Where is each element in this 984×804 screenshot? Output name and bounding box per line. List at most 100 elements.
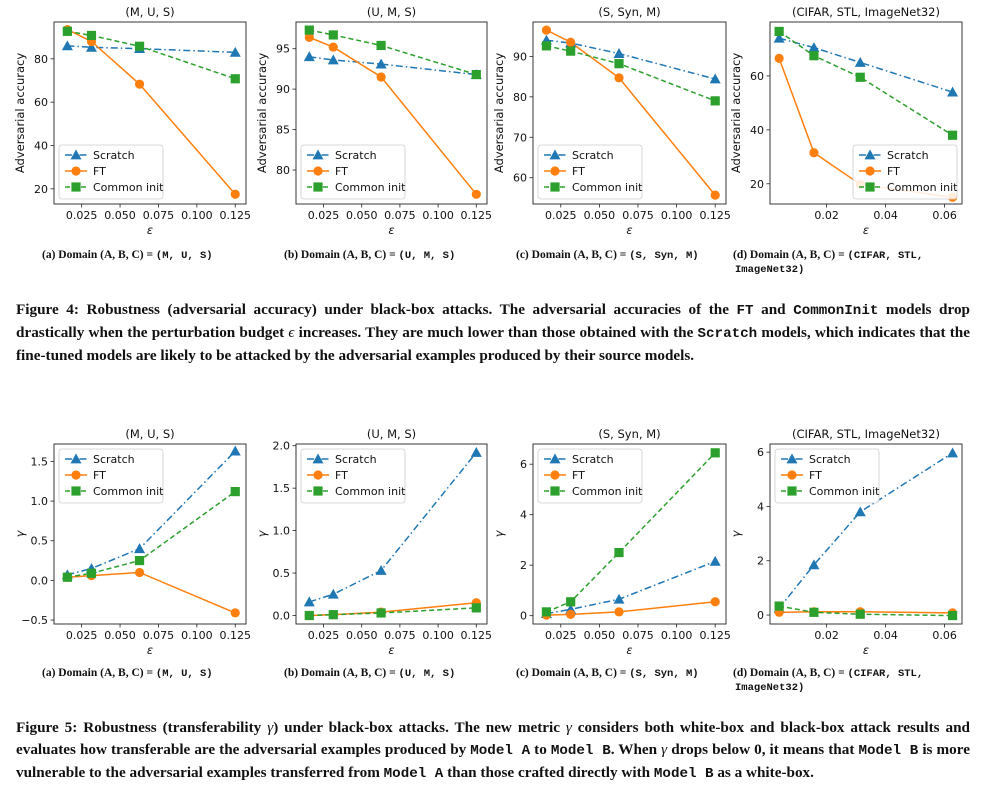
y-tick-label: 1.0 [31, 495, 49, 508]
legend: Scratch FT Common init [774, 448, 880, 504]
caption-code: Model A [470, 743, 531, 759]
y-axis-label: γ [492, 529, 506, 537]
series-line-scratch [546, 560, 716, 615]
plot-frame [769, 443, 963, 625]
data-point-common-init [855, 609, 865, 619]
x-axis-label: ε [626, 223, 632, 237]
plot-frame [295, 21, 488, 205]
data-point-scratch [947, 86, 959, 97]
x-tick-label: 0.100 [181, 629, 213, 642]
y-tick-label: 40 [34, 140, 48, 153]
x-tick-label: 0.075 [622, 209, 654, 222]
legend-marker [550, 166, 560, 176]
legend-label: Scratch [809, 453, 851, 466]
data-point-ft [328, 42, 338, 52]
caption-text: Figure 4: Robustness (adversarial accura… [16, 301, 737, 318]
y-axis-label: Adversarial accuracy [492, 53, 506, 174]
y-tick-label: 4 [757, 500, 764, 513]
x-axis-label: ε [147, 223, 153, 237]
data-point-common-init [376, 40, 386, 51]
data-point-ft [471, 189, 481, 199]
subcaption-code: (U, M, S) [398, 250, 456, 262]
subcaption-code: (S, Syn, M) [629, 668, 699, 680]
data-point-scratch [854, 506, 866, 517]
legend-marker [71, 166, 81, 176]
legend-marker [70, 149, 82, 160]
data-point-common-init [541, 607, 552, 617]
plot-frame [53, 21, 247, 205]
x-tick-label: 0.125 [219, 629, 251, 642]
series-layer [778, 452, 953, 617]
legend-label: Scratch [572, 453, 614, 466]
y-tick-label: 80 [513, 91, 527, 104]
markers-layer [540, 448, 721, 620]
data-point-common-init [855, 72, 865, 82]
data-point-scratch [773, 32, 785, 43]
legend-marker [70, 453, 82, 464]
series-layer [67, 28, 236, 195]
data-point-common-init [710, 448, 720, 458]
plot-frame [532, 443, 727, 625]
data-point-scratch [229, 46, 241, 57]
x-tick-label: 0.125 [699, 629, 731, 642]
data-point-ft [566, 609, 576, 620]
data-point-common-init [710, 96, 720, 106]
y-tick-label: 80 [276, 164, 290, 177]
x-tick-label: 0.100 [661, 209, 693, 222]
data-point-common-init [134, 41, 145, 51]
y-axis-label: γ [13, 529, 27, 537]
caption-code: CommonInit [793, 303, 879, 319]
y-tick-label: 90 [513, 50, 527, 63]
chart-7: (S, Syn, M) 0.025 0.050 0.075 0.100 0.125 0 2 4 6… [492, 427, 731, 657]
data-point-scratch [61, 40, 73, 51]
legend-label: FT [335, 469, 348, 482]
data-point-ft [614, 607, 624, 617]
x-axis-label: ε [863, 223, 869, 237]
legend-marker [864, 149, 876, 160]
x-tick-label: 0.125 [699, 209, 731, 222]
data-point-scratch [327, 588, 339, 599]
legend-label: Scratch [887, 149, 929, 162]
data-point-common-init [86, 568, 97, 578]
data-point-scratch [229, 445, 241, 456]
x-tick-label: 0.025 [545, 629, 577, 642]
legend-label: Common init [572, 181, 643, 194]
y-tick-label: 60 [513, 172, 527, 185]
caption-text: drops below 0, it means that [667, 741, 859, 758]
subcaption-5d: (d) Domain (A, B, C) = (CIFAR, STL, Image… [733, 666, 973, 695]
caption-symbol: γ [565, 719, 572, 736]
y-tick-label: 1.5 [273, 482, 291, 495]
data-point-common-init [328, 610, 338, 620]
caption-code: Scratch [697, 326, 758, 342]
data-point-common-init [774, 26, 784, 37]
subcaption-code: (U, M, S) [398, 668, 456, 680]
data-point-common-init [86, 30, 97, 41]
subcaption-code: (M, U, S) [155, 250, 213, 262]
data-point-common-init [304, 25, 314, 35]
x-tick-label: 0.125 [461, 209, 493, 222]
chart-title: (S, Syn, M) [598, 427, 660, 441]
y-tick-label: 1.0 [273, 525, 291, 538]
data-point-scratch [134, 543, 146, 554]
x-tick-label: 0.075 [384, 209, 416, 222]
x-tick-label: 0.06 [932, 209, 957, 222]
plot-frame [53, 443, 247, 625]
x-tick-label: 0.050 [584, 209, 616, 222]
subcaption-code: ImageNet32) [735, 264, 805, 276]
y-tick-label: 0.5 [31, 535, 49, 548]
data-point-scratch [375, 58, 387, 69]
caption-code: Model B [653, 766, 714, 782]
data-point-scratch [375, 565, 387, 575]
y-tick-label: −0.5 [21, 614, 48, 627]
y-axis-label: Adversarial accuracy [255, 53, 269, 174]
subcaption-code: (CIFAR, STL, [847, 668, 924, 680]
legend-box [300, 448, 406, 504]
legend-label: Common init [572, 485, 643, 498]
x-tick-label: 0.025 [545, 209, 577, 222]
x-axis-label: ε [863, 643, 869, 657]
markers-layer [61, 24, 241, 199]
legend: Scratch FT Common init [537, 448, 643, 504]
caption-text: Figure 5: Robustness (transferability [16, 719, 268, 736]
chart-6: (U, M, S) 0.025 0.050 0.075 0.100 0.125 0.0 0.5… [255, 427, 492, 657]
legend-label: Common init [887, 181, 958, 194]
